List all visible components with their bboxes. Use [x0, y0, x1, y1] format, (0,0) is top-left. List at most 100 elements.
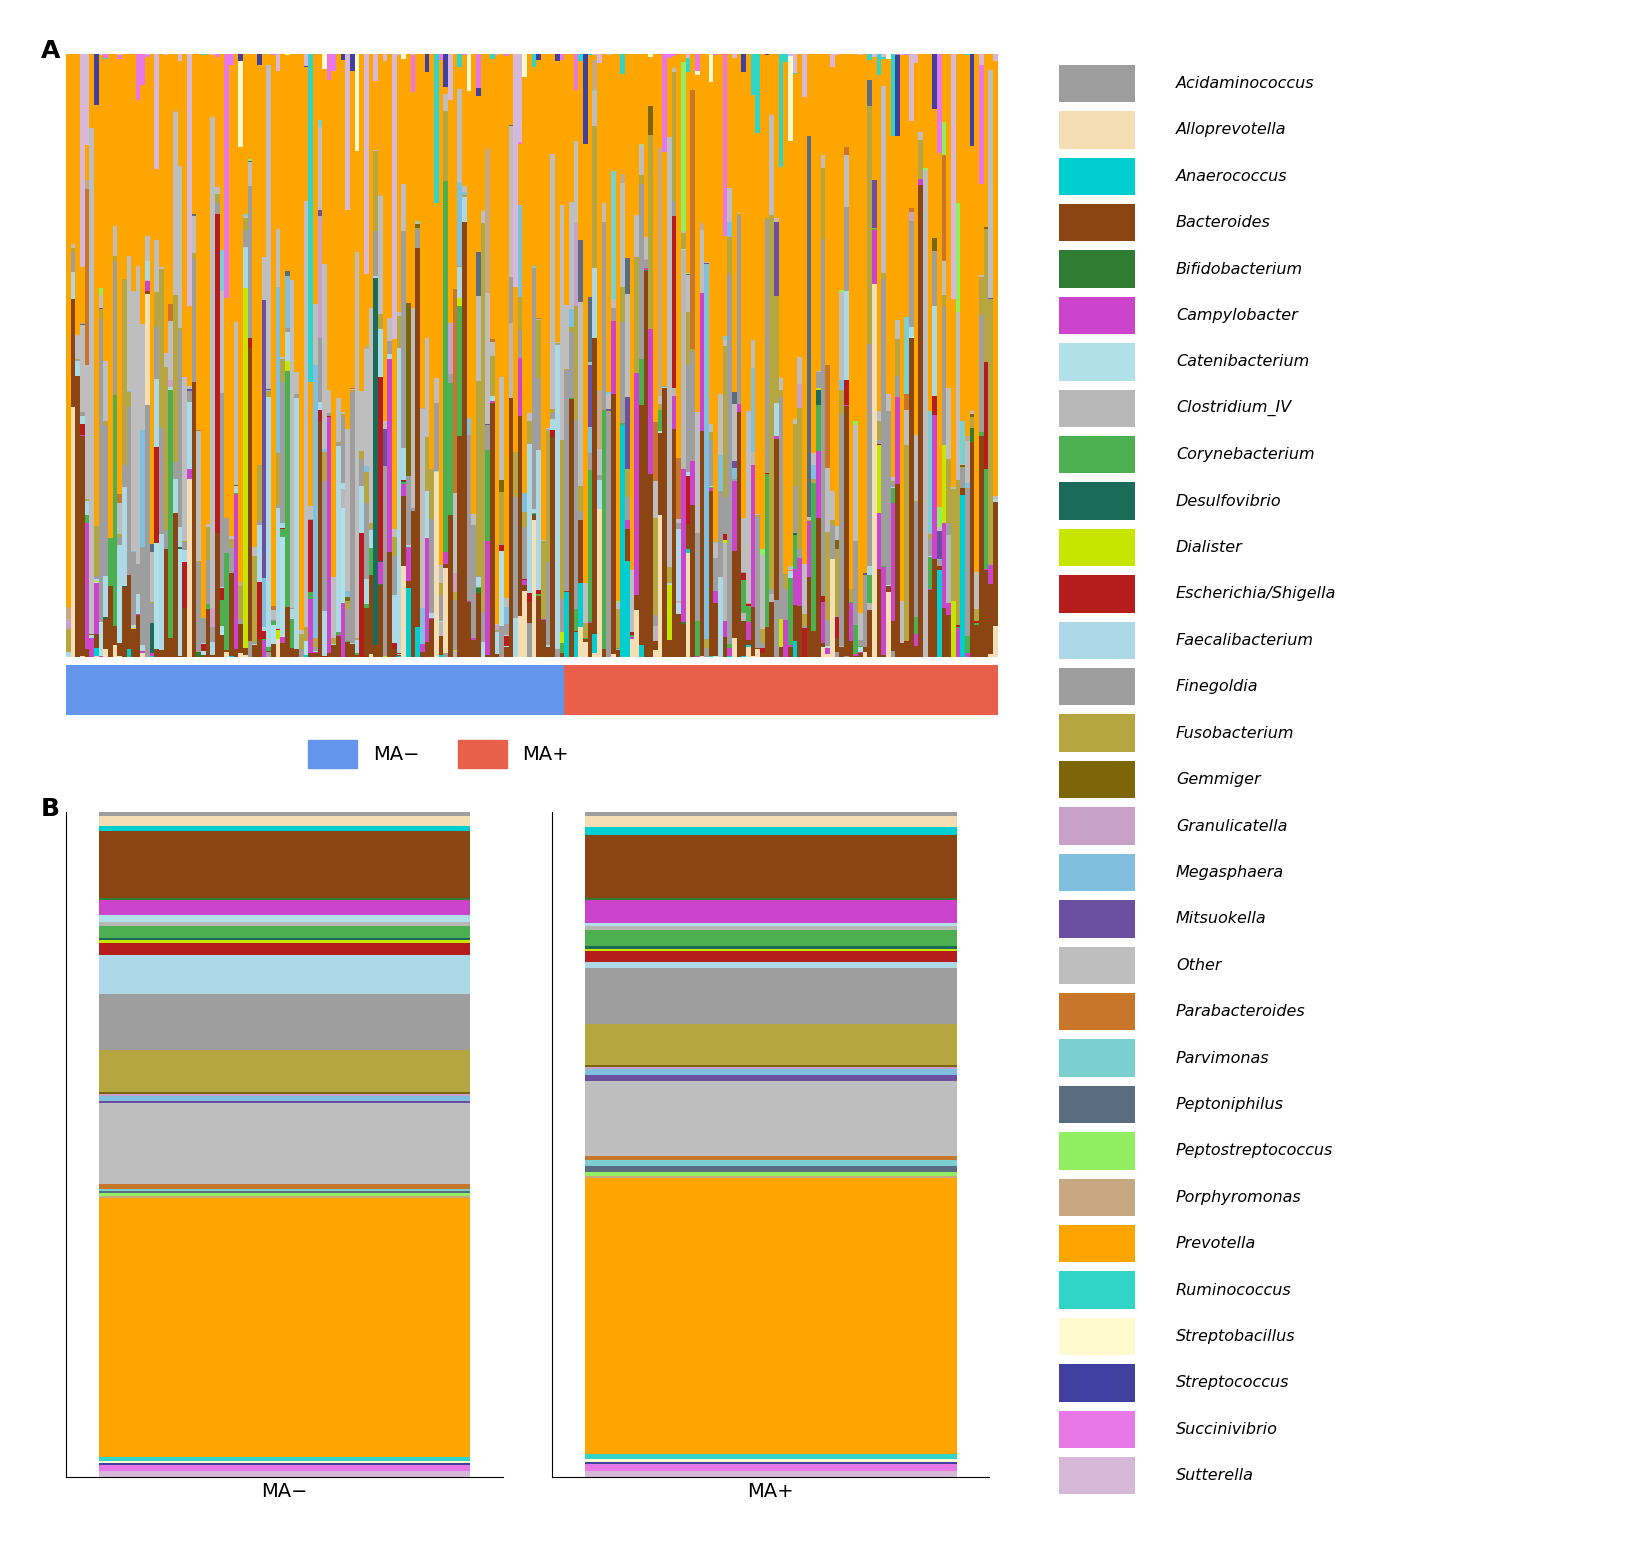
Bar — [587, 297, 592, 362]
Bar — [308, 653, 313, 657]
Text: Fusobacterium: Fusobacterium — [1175, 726, 1294, 741]
Bar — [634, 215, 638, 257]
Bar — [727, 644, 732, 648]
Bar — [719, 54, 722, 394]
Bar — [122, 54, 127, 278]
Bar — [625, 562, 630, 657]
Bar — [816, 390, 821, 405]
Bar — [443, 665, 448, 715]
Bar — [755, 517, 760, 648]
Bar — [397, 316, 400, 348]
Bar — [476, 577, 480, 588]
Bar — [71, 54, 76, 244]
Bar — [742, 71, 745, 518]
Text: A: A — [41, 39, 61, 63]
Bar — [984, 469, 987, 569]
Bar — [112, 665, 117, 715]
Bar — [186, 469, 191, 480]
Bar — [517, 206, 522, 297]
Bar — [606, 408, 611, 412]
Bar — [658, 515, 662, 657]
Bar — [211, 118, 214, 608]
Bar — [821, 238, 824, 596]
Bar — [765, 475, 770, 628]
Bar — [247, 54, 252, 159]
Bar — [550, 419, 555, 430]
Bar — [550, 155, 555, 408]
Bar — [265, 398, 270, 647]
Bar — [742, 518, 745, 571]
Bar — [140, 653, 145, 657]
Bar — [132, 552, 135, 625]
Bar — [597, 475, 602, 480]
Bar — [331, 71, 336, 577]
Bar — [293, 398, 298, 650]
Text: Bacteroides: Bacteroides — [1175, 215, 1271, 231]
Bar — [778, 619, 783, 647]
Bar — [709, 490, 714, 656]
Bar — [620, 422, 625, 425]
Bar — [377, 585, 382, 657]
Bar — [369, 548, 372, 575]
FancyBboxPatch shape — [1058, 1457, 1134, 1494]
Bar — [585, 1160, 956, 1165]
Bar — [280, 523, 285, 528]
Bar — [145, 261, 150, 280]
Bar — [550, 54, 555, 155]
Bar — [941, 608, 946, 657]
Bar — [331, 54, 336, 71]
Bar — [979, 184, 984, 275]
Bar — [485, 656, 489, 657]
Bar — [349, 642, 354, 645]
Bar — [354, 665, 359, 715]
Bar — [331, 577, 336, 639]
Bar — [99, 319, 104, 622]
Bar — [290, 648, 293, 657]
Bar — [536, 665, 541, 715]
Bar — [349, 645, 354, 657]
Bar — [824, 467, 829, 532]
Bar — [821, 596, 824, 602]
Bar — [974, 625, 979, 657]
Bar — [168, 305, 173, 322]
Bar — [290, 665, 293, 715]
Bar — [536, 60, 541, 319]
Bar — [84, 500, 89, 501]
Bar — [849, 603, 852, 640]
Bar — [168, 381, 173, 387]
Bar — [597, 509, 602, 657]
Bar — [476, 588, 480, 593]
Bar — [844, 665, 849, 715]
Bar — [778, 379, 783, 390]
Bar — [801, 665, 806, 715]
Bar — [788, 645, 793, 647]
Bar — [585, 1173, 956, 1176]
Bar — [681, 234, 686, 249]
Bar — [829, 520, 834, 524]
Bar — [508, 277, 513, 323]
Bar — [318, 421, 321, 657]
Bar — [489, 342, 494, 356]
Bar — [242, 665, 247, 715]
Bar — [936, 569, 941, 657]
Bar — [293, 650, 298, 657]
Bar — [285, 371, 290, 606]
Bar — [918, 141, 923, 178]
Bar — [569, 308, 574, 326]
Bar — [732, 665, 737, 715]
Bar — [99, 54, 104, 288]
Bar — [150, 665, 155, 715]
Bar — [737, 413, 742, 657]
Bar — [89, 54, 94, 128]
Bar — [303, 67, 308, 201]
Bar — [494, 633, 499, 654]
Bar — [676, 458, 681, 520]
Bar — [811, 665, 816, 715]
Bar — [336, 398, 341, 442]
Bar — [867, 665, 872, 715]
Bar — [461, 186, 466, 192]
Bar — [214, 665, 219, 715]
Bar — [387, 319, 392, 340]
Bar — [145, 665, 150, 715]
Bar — [653, 481, 658, 518]
